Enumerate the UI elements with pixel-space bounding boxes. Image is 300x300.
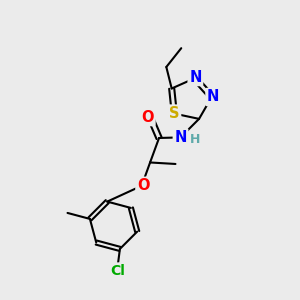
Text: H: H (190, 133, 200, 146)
Text: S: S (169, 106, 180, 121)
Text: N: N (189, 70, 202, 85)
Text: O: O (141, 110, 154, 124)
Text: O: O (137, 178, 149, 193)
Text: N: N (174, 130, 187, 145)
Text: N: N (207, 89, 219, 104)
Text: Cl: Cl (110, 264, 125, 278)
